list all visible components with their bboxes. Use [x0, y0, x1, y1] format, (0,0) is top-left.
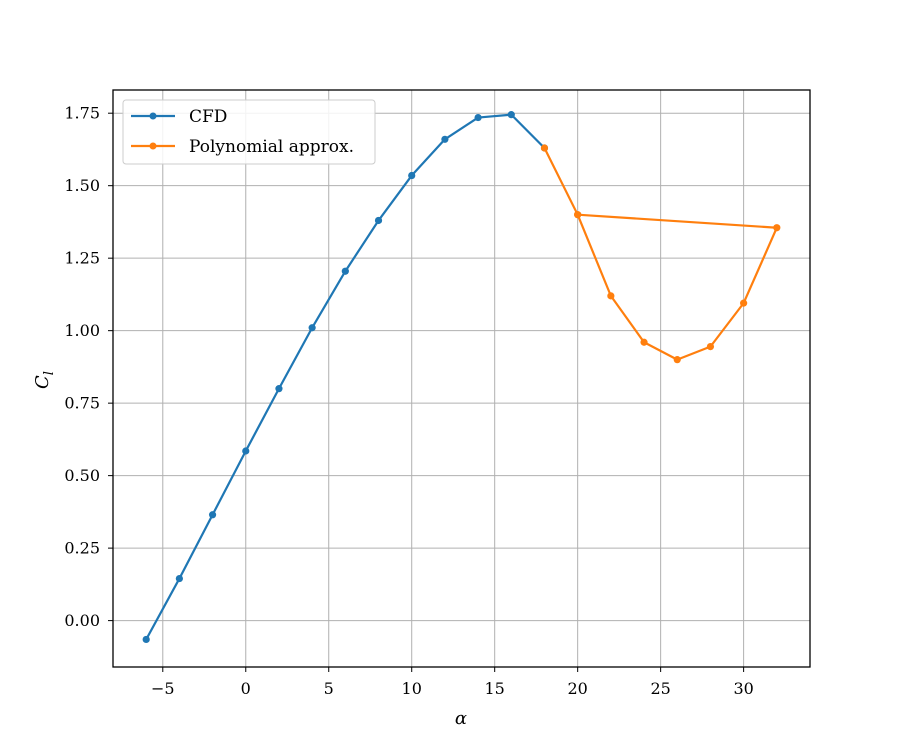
axis-ticks: −5 0 5 10 15 20 25 30 0.00 0.25 0.50 0.75 1.00 1.25 1.… [64, 104, 753, 698]
x-tick-label: 15 [485, 679, 505, 698]
data-point-polynomial-approx [706, 343, 715, 351]
data-point-cfd [441, 135, 449, 143]
legend-marker-polynomial [149, 142, 157, 150]
y-tick-label: 1.50 [64, 176, 100, 195]
y-tick-label: 1.75 [64, 104, 100, 123]
data-point-cfd [408, 171, 416, 180]
data-point-cfd [507, 111, 515, 119]
x-tick-label: −5 [151, 679, 175, 698]
y-tick-label: 0.00 [64, 611, 100, 630]
series-cfd [142, 111, 549, 644]
y-axis-label: Cl [32, 371, 57, 389]
x-tick-label: 25 [650, 679, 670, 698]
plot-frame [112, 89, 811, 668]
legend-label-polynomial: Polynomial approx. [189, 137, 354, 157]
data-point-polynomial-approx [540, 144, 549, 152]
data-point-cfd [474, 113, 482, 122]
y-axis-label-main: C [32, 375, 53, 389]
data-point-polynomial-approx [773, 224, 781, 232]
data-point-polynomial-approx [673, 356, 681, 364]
legend-box [122, 99, 376, 165]
data-point-cfd [142, 635, 150, 644]
x-tick-label: 0 [241, 679, 251, 698]
data-point-cfd [374, 216, 383, 225]
data-point-polynomial-approx [740, 299, 748, 307]
grid [113, 90, 810, 667]
series-polynomial-approx [540, 144, 781, 364]
x-tick-label: 5 [324, 679, 334, 698]
x-tick-label: 10 [402, 679, 422, 698]
series-line-cfd [145, 113, 546, 640]
data-point-cfd [341, 267, 349, 275]
x-axis-label: α [455, 708, 467, 729]
y-axis-label-sub: l [42, 371, 57, 375]
y-tick-label: 0.50 [64, 466, 100, 485]
data-point-cfd [242, 447, 250, 455]
x-tick-label: 20 [567, 679, 587, 698]
data-point-polynomial-approx [607, 292, 615, 300]
y-tick-label: 0.25 [64, 539, 100, 558]
data-point-cfd [208, 511, 217, 519]
y-tick-label: 0.75 [64, 394, 100, 413]
x-tick-label: 30 [733, 679, 753, 698]
y-tick-label: 1.25 [64, 249, 100, 268]
series-layer [142, 111, 781, 644]
legend-marker-cfd [149, 112, 157, 120]
data-point-polynomial-approx [574, 211, 582, 219]
data-point-cfd [275, 385, 283, 393]
data-point-cfd [308, 324, 316, 332]
y-tick-label: 1.00 [64, 321, 100, 340]
data-point-cfd [175, 574, 183, 583]
legend: CFD Polynomial approx. [122, 99, 376, 165]
data-point-polynomial-approx [640, 338, 648, 346]
legend-label-cfd: CFD [189, 107, 227, 127]
